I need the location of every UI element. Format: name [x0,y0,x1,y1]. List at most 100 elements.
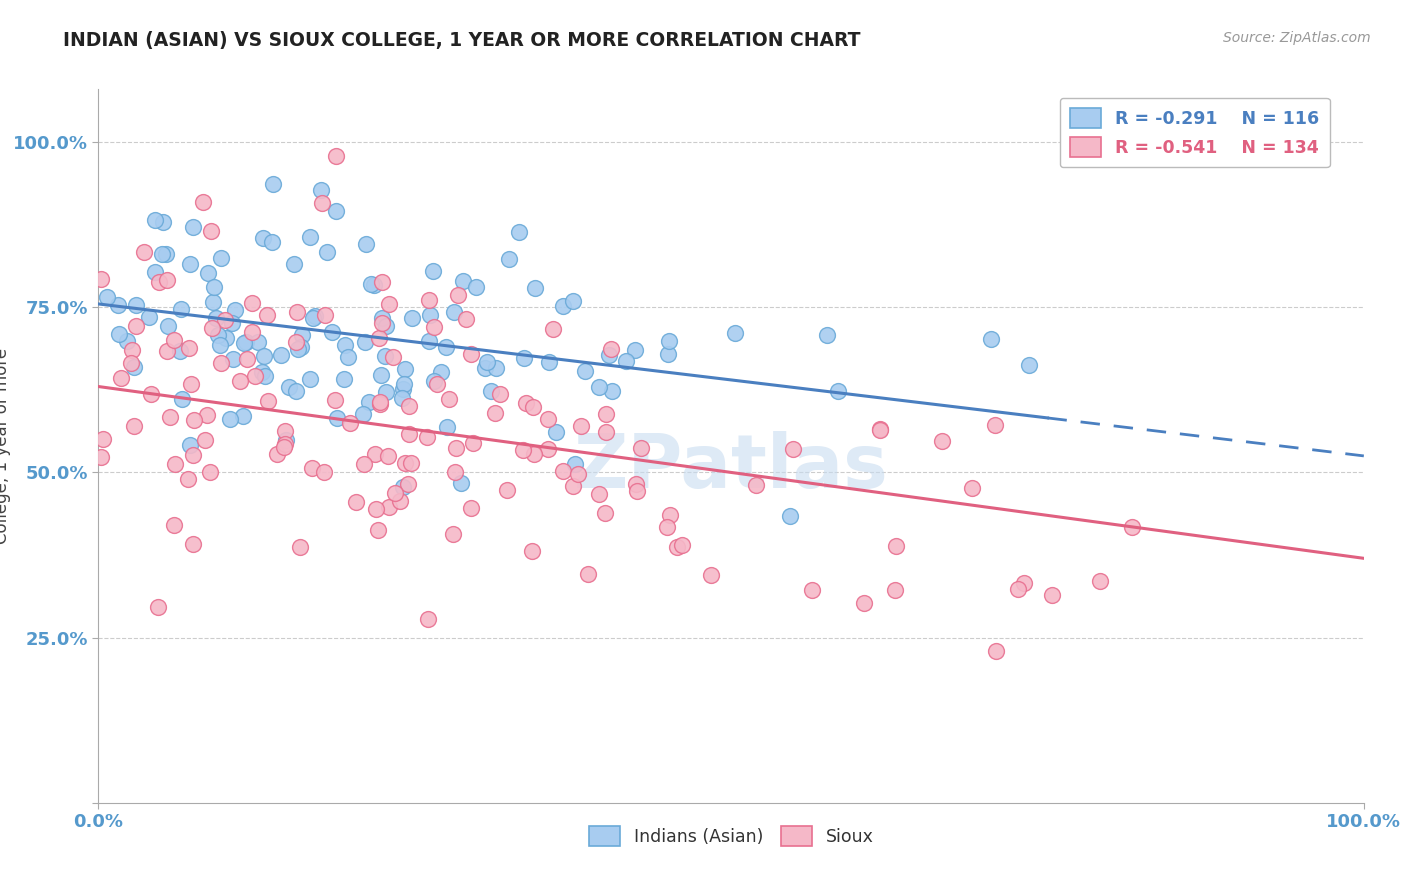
Point [479,384,502,398]
Point [183,413,205,427]
Point [423,375,446,389]
Point [401,456,423,470]
Point [157,319,180,334]
Point [299,371,322,385]
Point [931,434,953,449]
Legend: Indians (Asian), Sioux: Indians (Asian), Sioux [581,817,882,855]
Point [125,319,148,334]
Y-axis label: College, 1 year or more: College, 1 year or more [0,348,11,544]
Point [179,257,201,271]
Point [325,203,347,218]
Point [274,436,297,450]
Point [209,251,232,265]
Point [247,335,270,350]
Point [181,537,204,551]
Point [181,448,204,462]
Point [287,342,309,356]
Point [593,506,616,520]
Point [326,411,349,425]
Point [666,541,689,555]
Point [398,427,420,442]
Point [228,374,250,388]
Point [321,326,343,340]
Point [450,476,472,491]
Point [391,382,413,396]
Point [209,356,232,370]
Point [447,287,470,301]
Point [195,408,218,422]
Point [240,325,263,339]
Point [564,457,586,471]
Point [377,500,399,514]
Point [125,298,148,312]
Point [200,466,222,480]
Point [595,425,617,439]
Point [508,225,530,239]
Point [655,520,678,534]
Point [489,387,512,401]
Point [624,343,647,357]
Point [512,443,534,458]
Point [782,442,804,456]
Point [416,612,439,626]
Point [394,362,416,376]
Point [262,177,284,191]
Point [245,368,267,383]
Point [176,471,198,485]
Point [139,387,162,401]
Point [370,368,392,383]
Point [724,326,747,340]
Point [179,438,201,452]
Point [202,295,225,310]
Point [143,265,166,279]
Point [368,395,391,409]
Point [221,351,243,366]
Point [391,479,413,493]
Point [312,465,335,479]
Point [285,305,308,319]
Point [108,326,131,341]
Point [485,360,508,375]
Point [339,416,361,430]
Point [152,214,174,228]
Point [250,365,273,379]
Point [815,328,838,343]
Point [359,395,381,409]
Point [496,483,519,497]
Point [515,395,537,409]
Point [301,310,323,325]
Point [148,275,170,289]
Point [120,356,142,370]
Point [576,567,599,582]
Point [115,334,138,348]
Point [311,182,333,196]
Point [371,275,394,289]
Point [163,457,186,471]
Point [498,252,520,267]
Point [1014,575,1036,590]
Point [562,293,585,308]
Point [256,308,278,322]
Point [254,368,277,383]
Point [138,310,160,325]
Point [418,293,440,308]
Point [96,290,118,304]
Point [367,523,389,537]
Point [588,486,610,500]
Point [1090,574,1112,588]
Point [290,540,312,554]
Point [671,538,693,552]
Point [1007,582,1029,597]
Point [377,449,399,463]
Point [443,305,465,319]
Point [398,399,420,413]
Point [451,274,474,288]
Point [290,340,312,354]
Point [630,441,652,455]
Point [122,418,145,433]
Point [484,406,506,420]
Point [374,385,396,400]
Point [304,309,326,323]
Point [437,392,460,406]
Point [273,440,295,454]
